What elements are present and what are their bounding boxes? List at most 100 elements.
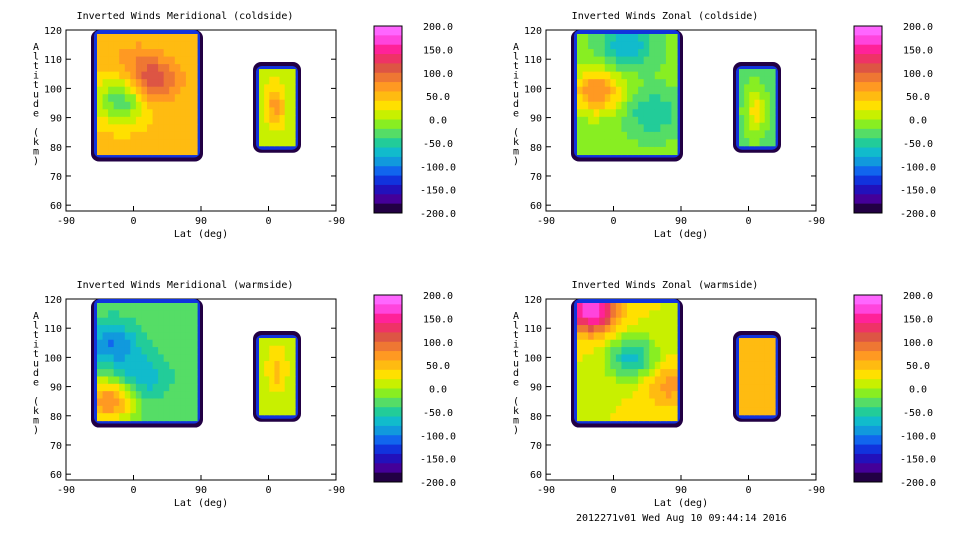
field-cell: [744, 130, 750, 139]
field-cell: [599, 86, 606, 95]
field-cell: [759, 407, 766, 416]
y-label-char: d: [513, 368, 519, 379]
y-tick-label: 90: [50, 383, 62, 394]
field-cell: [97, 109, 104, 118]
field-cell: [660, 64, 667, 73]
field-cell: [147, 41, 154, 50]
field-cell: [649, 116, 656, 125]
field-cell: [671, 383, 678, 392]
y-tick-label: 60: [50, 470, 62, 481]
field-cell: [152, 101, 159, 110]
field-cell: [97, 34, 104, 43]
field-cell: [135, 86, 143, 95]
field-cell: [119, 339, 126, 348]
x-tick-label: -90: [537, 216, 555, 227]
field-cell: [169, 310, 176, 319]
field-cell: [163, 347, 170, 356]
field-cell: [764, 399, 771, 408]
field-cell: [643, 49, 650, 58]
field-cell: [671, 303, 678, 311]
field-cell: [147, 101, 154, 110]
field-cell: [180, 124, 187, 133]
field-cell: [152, 109, 159, 118]
field-cell: [627, 354, 634, 363]
field-cell: [604, 116, 611, 125]
field-cell: [269, 338, 276, 347]
field-cell: [135, 49, 143, 58]
field-cell: [593, 369, 600, 378]
field-cell: [264, 107, 270, 116]
field-cell: [185, 361, 193, 370]
field-cell: [665, 56, 673, 65]
field-cell: [759, 107, 766, 116]
field-cell: [108, 146, 115, 156]
field-cell: [665, 131, 673, 140]
field-cell: [638, 405, 645, 414]
field-cell: [654, 405, 661, 414]
field-cell: [593, 64, 600, 73]
field-cell: [274, 76, 281, 85]
field-cell: [759, 84, 766, 93]
field-cell: [152, 94, 159, 103]
colorbar-swatch: [854, 128, 882, 139]
field-cell: [754, 345, 761, 354]
field-cell: [749, 368, 756, 377]
field-cell: [649, 310, 656, 319]
field-cell: [124, 303, 131, 311]
field-cell: [113, 86, 120, 95]
field-cell: [130, 405, 137, 414]
field-cell: [279, 345, 286, 354]
field-cell: [588, 124, 595, 133]
field-cell: [141, 56, 148, 65]
field-cell: [627, 101, 634, 110]
field-cell: [289, 407, 296, 416]
region-left: [91, 299, 203, 428]
field-cell: [259, 345, 265, 354]
field-cell: [643, 34, 650, 43]
y-tick-label: 110: [524, 324, 542, 335]
field-cell: [671, 325, 678, 333]
field-cell: [102, 413, 109, 422]
colorbar-swatch: [854, 184, 882, 195]
colorbar-swatch: [374, 369, 402, 380]
field-cell: [130, 361, 137, 370]
field-cell: [259, 69, 265, 78]
field-cell: [97, 79, 104, 88]
field-cell: [97, 339, 104, 348]
field-cell: [185, 332, 193, 341]
field-cell: [593, 94, 600, 103]
field-cell: [259, 391, 265, 400]
field-cell: [163, 94, 170, 103]
field-cell: [274, 399, 281, 408]
y-label-char: u: [513, 359, 519, 370]
field-cell: [289, 391, 296, 400]
field-cell: [764, 107, 771, 116]
field-cell: [158, 332, 165, 341]
panel-title: Inverted Winds Zonal (warmside): [572, 280, 759, 291]
field-cell: [284, 399, 291, 408]
field-cell: [649, 405, 656, 414]
field-cell: [113, 41, 120, 50]
field-cell: [264, 130, 270, 139]
field-cell: [671, 369, 678, 378]
field-cell: [649, 124, 656, 133]
y-label-char: i: [513, 71, 519, 82]
y-label-char: A: [513, 311, 519, 322]
field-cell: [577, 94, 584, 103]
field-cell: [621, 325, 628, 333]
field-cell: [163, 139, 170, 148]
field-cell: [124, 139, 131, 148]
field-cell: [264, 76, 270, 85]
y-tick-label: 70: [530, 172, 542, 183]
field-cell: [610, 79, 617, 88]
colorbar-swatch: [374, 388, 402, 399]
x-tick-label: 0: [265, 485, 271, 496]
field-cell: [269, 99, 276, 108]
field-cell: [744, 99, 750, 108]
field-cell: [102, 332, 109, 341]
field-cell: [97, 116, 104, 125]
field-cell: [660, 71, 667, 80]
field-cell: [754, 115, 761, 124]
field-cell: [169, 56, 176, 65]
